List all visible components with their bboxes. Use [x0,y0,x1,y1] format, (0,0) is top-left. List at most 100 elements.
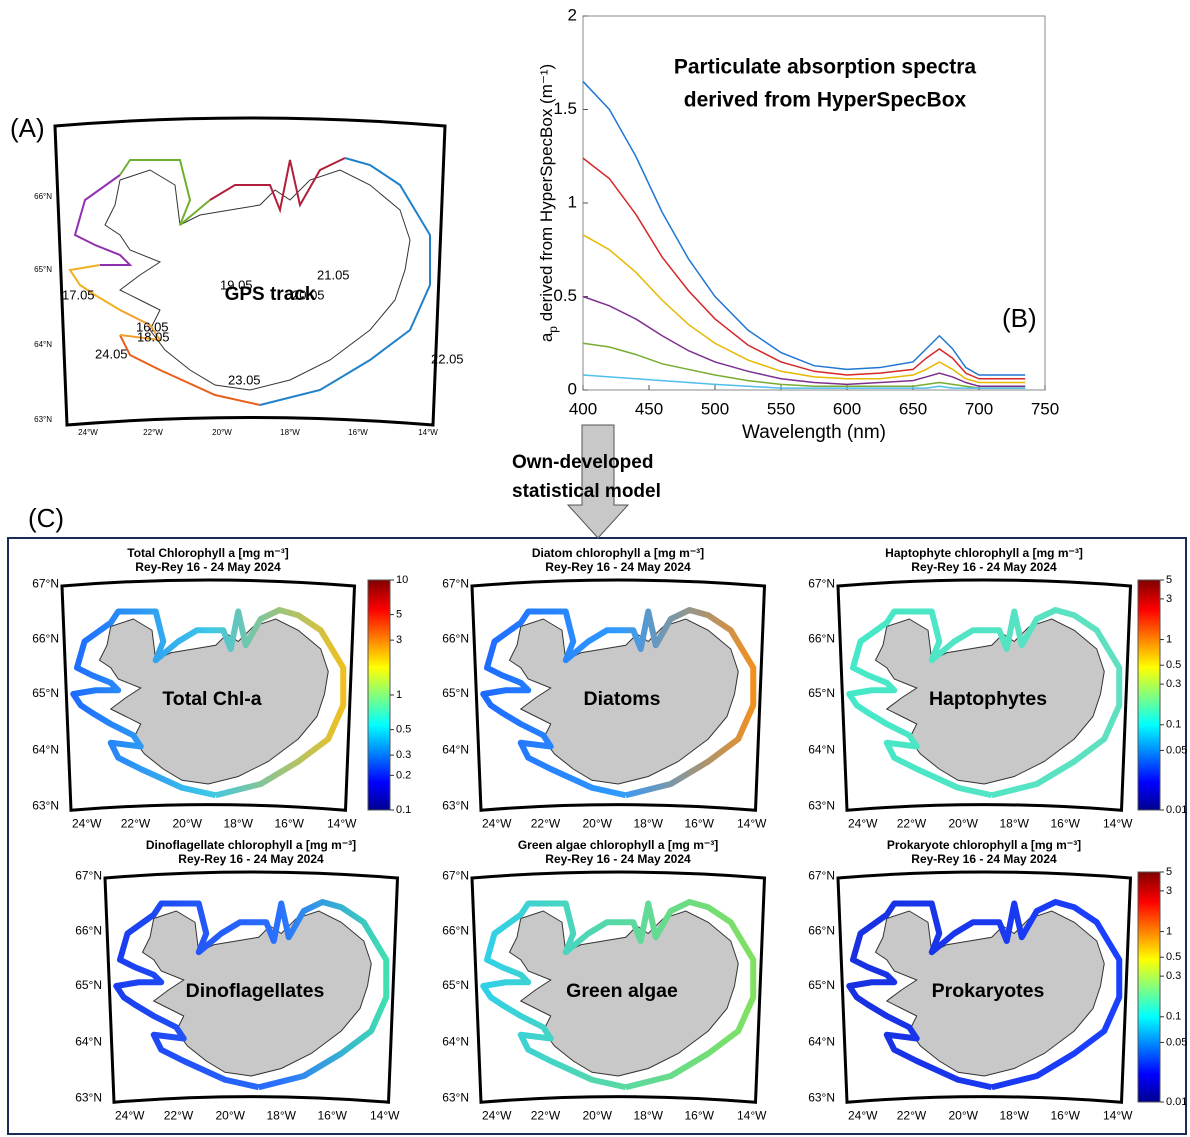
chl-track [70,607,347,799]
lat-label: 66°N [808,631,835,645]
x-tick-label: 750 [1031,399,1059,418]
lat-label: 65°N [442,686,469,700]
chl-track [480,899,757,1091]
colorbar-label: 5 [396,609,402,621]
colorbar-label: 5 [1166,574,1172,586]
lon-label: 22°W [531,816,561,830]
colorbar-label: 3 [1166,885,1172,897]
lon-label: 22°W [121,816,151,830]
y-axis-label: ap derived from HyperSpecBox (m⁻¹) [537,64,560,342]
lon-label: 14°W [1103,1108,1133,1122]
lon-label: 22°W [897,816,927,830]
lon-label: 14°W [737,816,767,830]
colorbar-label: 1 [396,689,402,701]
date-label: 16.05 [136,319,169,334]
lat-label: 67°N [808,869,835,883]
lat-label: 66°N [32,631,59,645]
lon-label: 18°W [1000,1108,1030,1122]
colorbar-label: 3 [1166,593,1172,605]
map-title: Total Chlorophyll a [mg m⁻³] [127,546,288,560]
colorbar-label: 0.5 [1166,951,1181,963]
map-subtitle: Rey-Rey 16 - 24 May 2024 [911,560,1057,574]
lat-label: 63°N [808,1091,835,1105]
lat-label: 65°N [442,978,469,992]
arrow-text: statistical model [512,481,661,502]
spectrum [582,342,1026,389]
lat-label: 67°N [75,869,102,883]
x-tick-label: 550 [767,399,795,418]
lon-label: 16°W [685,816,715,830]
lat-label: 63°N [442,1091,469,1105]
y-label-part: a [537,332,556,342]
lon-label: 16°W [275,816,305,830]
lon-label: 16°W [1051,1108,1081,1122]
lon-label: 18°W [267,1108,297,1122]
lat-label: 64°N [32,742,59,756]
map: Total Chl-a [60,578,357,812]
colorbar-label: 5 [1166,866,1172,878]
colorbar-label: 0.3 [1166,970,1181,982]
lat-label: 64°N [442,1034,469,1048]
map-label: GPS track [225,284,316,305]
map-label: Prokaryotes [932,980,1045,1002]
lon-label: 20°W [949,1108,979,1122]
lon-label: 22°W [164,1108,194,1122]
gps-track [209,157,346,214]
chl-track [846,899,1123,1091]
colorbar-label: 0.2 [396,769,411,781]
colorbar-label: 0.1 [396,804,411,816]
colorbar-label: 0.1 [1166,1011,1181,1023]
y-tick-label: 1.5 [553,99,577,118]
x-tick-label: 700 [965,399,993,418]
map-label: Green algae [566,980,678,1002]
panel-c-frame [7,537,1187,1135]
gps-track [73,174,133,266]
colorbar-label: 0.1 [1166,719,1181,731]
lon-label: 24°W [848,816,878,830]
map-subtitle: Rey-Rey 16 - 24 May 2024 [911,852,1057,866]
lon-label: 16°W [1051,816,1081,830]
gps-track [68,264,121,311]
colorbar-label: 0.01 [1166,1096,1187,1108]
lat-label: 66°N [34,192,52,201]
map: Green algae [470,870,767,1104]
lon-label: 14°W [327,816,357,830]
lat-label: 65°N [808,686,835,700]
lon-label: 24°W [848,1108,878,1122]
colorbar-label: 0.05 [1166,1036,1187,1048]
x-axis-label: Wavelength (nm) [742,422,886,443]
lat-label: 64°N [808,1034,835,1048]
spectrum [582,234,1026,384]
map: Haptophytes [836,578,1133,812]
map-title: Haptophyte chlorophyll a [mg m⁻³] [885,546,1083,560]
colorbar-label: 0.5 [396,724,411,736]
colorbar-label: 1 [1166,925,1172,937]
y-tick-label: 0.5 [553,286,577,305]
map-subtitle: Rey-Rey 16 - 24 May 2024 [135,560,281,574]
lon-label: 14°W [1103,816,1133,830]
colorbar-label: 3 [396,634,402,646]
date-label: 19.05 [220,277,253,292]
date-label: 17.05 [62,287,95,302]
lon-label: 20°W [216,1108,246,1122]
map-title: Dinoflagellate chlorophyll a [mg m⁻³] [146,838,356,852]
gps-track [119,334,261,406]
panel-label: (C) [28,503,64,533]
colorbar-label: 10 [396,574,408,586]
x-tick-label: 400 [569,399,597,418]
colorbar-label: 0.3 [396,749,411,761]
lon-label: 18°W [634,1108,664,1122]
lat-label: 64°N [75,1034,102,1048]
arrow [566,424,630,539]
spectrum [582,157,1026,380]
lon-label: 20°W [583,1108,613,1122]
colorbar [1137,579,1161,811]
map: Dinoflagellates [103,870,400,1104]
lon-label: 14°W [737,1108,767,1122]
map-subtitle: Rey-Rey 16 - 24 May 2024 [178,852,324,866]
colorbar-label: 1 [1166,633,1172,645]
lon-label: 18°W [280,428,300,437]
x-tick-label: 600 [833,399,861,418]
gps-track [119,309,163,342]
y-label-part: p [546,326,560,333]
